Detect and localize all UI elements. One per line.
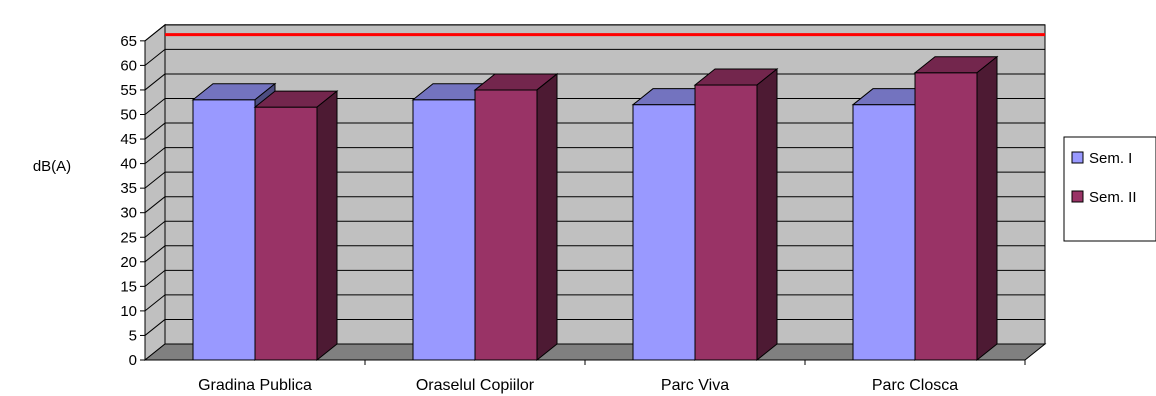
y-tick-label: 35 (120, 180, 137, 197)
bar-3-1 (914, 72, 978, 361)
y-tick-label: 60 (120, 57, 137, 74)
gridline-side (144, 24, 166, 42)
bar-side-2-1 (756, 67, 778, 362)
bar-side-3-1 (976, 55, 998, 362)
gridline-side (144, 269, 166, 287)
legend-label: Sem. II (1089, 189, 1137, 206)
y-tick-label: 25 (120, 229, 137, 246)
legend-label: Sem. I (1089, 150, 1132, 167)
gridline-side (144, 122, 166, 140)
bar-side-1-1 (536, 72, 558, 362)
y-tick-label: 55 (120, 82, 137, 99)
legend: Sem. I Sem. II (1063, 136, 1156, 242)
y-tick-label: 10 (120, 303, 137, 320)
bars (191, 55, 999, 362)
gridline-side (144, 220, 166, 238)
gridline-side (144, 171, 166, 189)
gridline-side (144, 319, 166, 336)
y-tick-label: 50 (120, 107, 137, 124)
x-tick-label: Parc Closca (872, 377, 958, 394)
y-tick-label: 40 (120, 156, 137, 173)
y-axis-label: dB(A) (33, 158, 71, 175)
bar-1-0 (412, 99, 476, 361)
bar-0-1 (254, 106, 318, 361)
gridline-side (144, 147, 166, 164)
legend-swatch (1071, 190, 1084, 203)
y-tick-label: 65 (120, 33, 137, 50)
y-tick-label: 15 (120, 278, 137, 295)
y-tick-label: 5 (129, 327, 137, 344)
side-wall (144, 23, 166, 362)
gridline-side (144, 294, 166, 312)
bar-0-0 (192, 99, 256, 361)
legend-swatch (1071, 151, 1084, 164)
y-tick-label: 20 (120, 254, 137, 271)
x-tick-label: Gradina Publica (198, 377, 312, 394)
bar-3-0 (852, 104, 916, 361)
axis-labels: 0 5 10 15 20 25 30 35 40 45 50 55 60 65 Gradina Public… (120, 33, 958, 394)
gridline-side (144, 49, 166, 66)
bar-2-1 (694, 84, 758, 361)
bar-side-0-1 (316, 90, 338, 362)
x-tick-label: Parc Viva (661, 377, 729, 394)
y-tick-label: 0 (129, 352, 137, 369)
gridline-side (144, 98, 166, 115)
bar-1-1 (474, 89, 538, 361)
gridline-side (144, 196, 166, 214)
gridline-side (144, 245, 166, 263)
gridline-side (144, 73, 166, 91)
bar-2-0 (632, 104, 696, 361)
x-tick-label: Oraselul Copiilor (416, 377, 535, 394)
y-tick-label: 30 (120, 205, 137, 222)
y-tick-label: 45 (120, 131, 137, 148)
